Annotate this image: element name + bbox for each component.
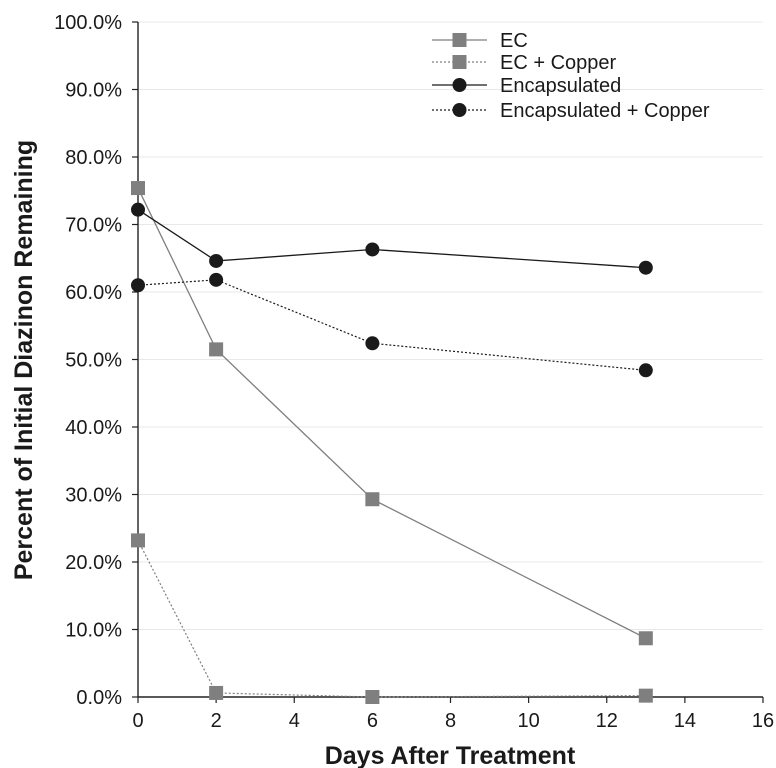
x-tick-label: 14 [674, 710, 696, 732]
data-point-encapsulated-copper [365, 336, 380, 351]
y-tick-labels: 0.0% 10.0% 20.0% 30.0% 40.0% 50.0% 60.0% 70.0% 8… [54, 12, 122, 709]
y-tick-label: 20.0% [65, 552, 122, 574]
x-tick-labels: 0 2 4 6 8 10 12 14 16 [132, 710, 774, 732]
x-tick-label: 10 [518, 710, 540, 732]
x-tick-label: 6 [367, 710, 378, 732]
y-tick-label: 70.0% [65, 215, 122, 237]
data-point-ec-copper [638, 688, 653, 703]
legend-label-ec: EC [500, 30, 528, 52]
data-point-ec-copper [131, 533, 145, 548]
x-tick-label: 16 [752, 710, 774, 732]
y-axis-label: Percent of Initial Diazinon Remaining [10, 140, 38, 580]
data-point-ec [209, 342, 224, 357]
y-tick-label: 50.0% [65, 350, 122, 372]
x-tick-label: 4 [289, 710, 300, 732]
legend-marker-encapsulated [452, 78, 467, 92]
data-point-ec-copper [365, 690, 380, 704]
series-ec-copper [131, 533, 653, 704]
legend-label-encapsulated: Encapsulated [500, 75, 621, 97]
y-tick-label: 0.0% [76, 687, 122, 709]
data-point-ec [365, 492, 380, 507]
plot-area [131, 181, 653, 704]
y-tick-label: 90.0% [65, 80, 122, 102]
series-line-encapsulated-copper [137, 279, 646, 371]
legend-marker-encapsulated-copper [452, 103, 467, 117]
x-axis-label: Days After Treatment [325, 742, 576, 768]
series-ec [131, 181, 653, 646]
x-tick-label: 0 [132, 710, 143, 732]
data-point-ec [638, 631, 653, 646]
series-line-ec [137, 187, 647, 639]
y-tick-label: 10.0% [65, 620, 122, 642]
data-point-encapsulated [209, 253, 224, 268]
y-tick-label: 30.0% [65, 485, 122, 507]
legend-label-encapsulated-copper: Encapsulated + Copper [500, 100, 710, 122]
series-line-encapsulated [137, 209, 646, 269]
x-tick-label: 12 [596, 710, 618, 732]
data-point-encapsulated-copper [638, 363, 653, 378]
grid-lines [138, 21, 763, 630]
legend-marker-ec-copper [452, 55, 467, 69]
data-point-encapsulated [131, 202, 145, 217]
data-point-encapsulated-copper [209, 272, 224, 287]
data-point-ec [131, 181, 145, 196]
series-encapsulated [131, 202, 653, 275]
legend-label-ec-copper: EC + Copper [500, 52, 617, 74]
series-line-ec-copper [137, 540, 646, 698]
series-encapsulated-copper [131, 272, 653, 378]
x-tick-label: 2 [211, 710, 222, 732]
legend-marker-ec [452, 33, 467, 47]
data-point-ec-copper [209, 685, 224, 700]
x-tick-label: 8 [445, 710, 456, 732]
y-tick-label: 40.0% [65, 417, 122, 439]
y-tick-label: 100.0% [54, 12, 122, 34]
data-point-encapsulated [365, 242, 380, 257]
axes [132, 21, 764, 703]
data-point-encapsulated-copper [131, 278, 145, 293]
data-point-encapsulated [638, 260, 653, 275]
y-tick-label: 80.0% [65, 147, 122, 169]
y-tick-label: 60.0% [65, 282, 122, 304]
